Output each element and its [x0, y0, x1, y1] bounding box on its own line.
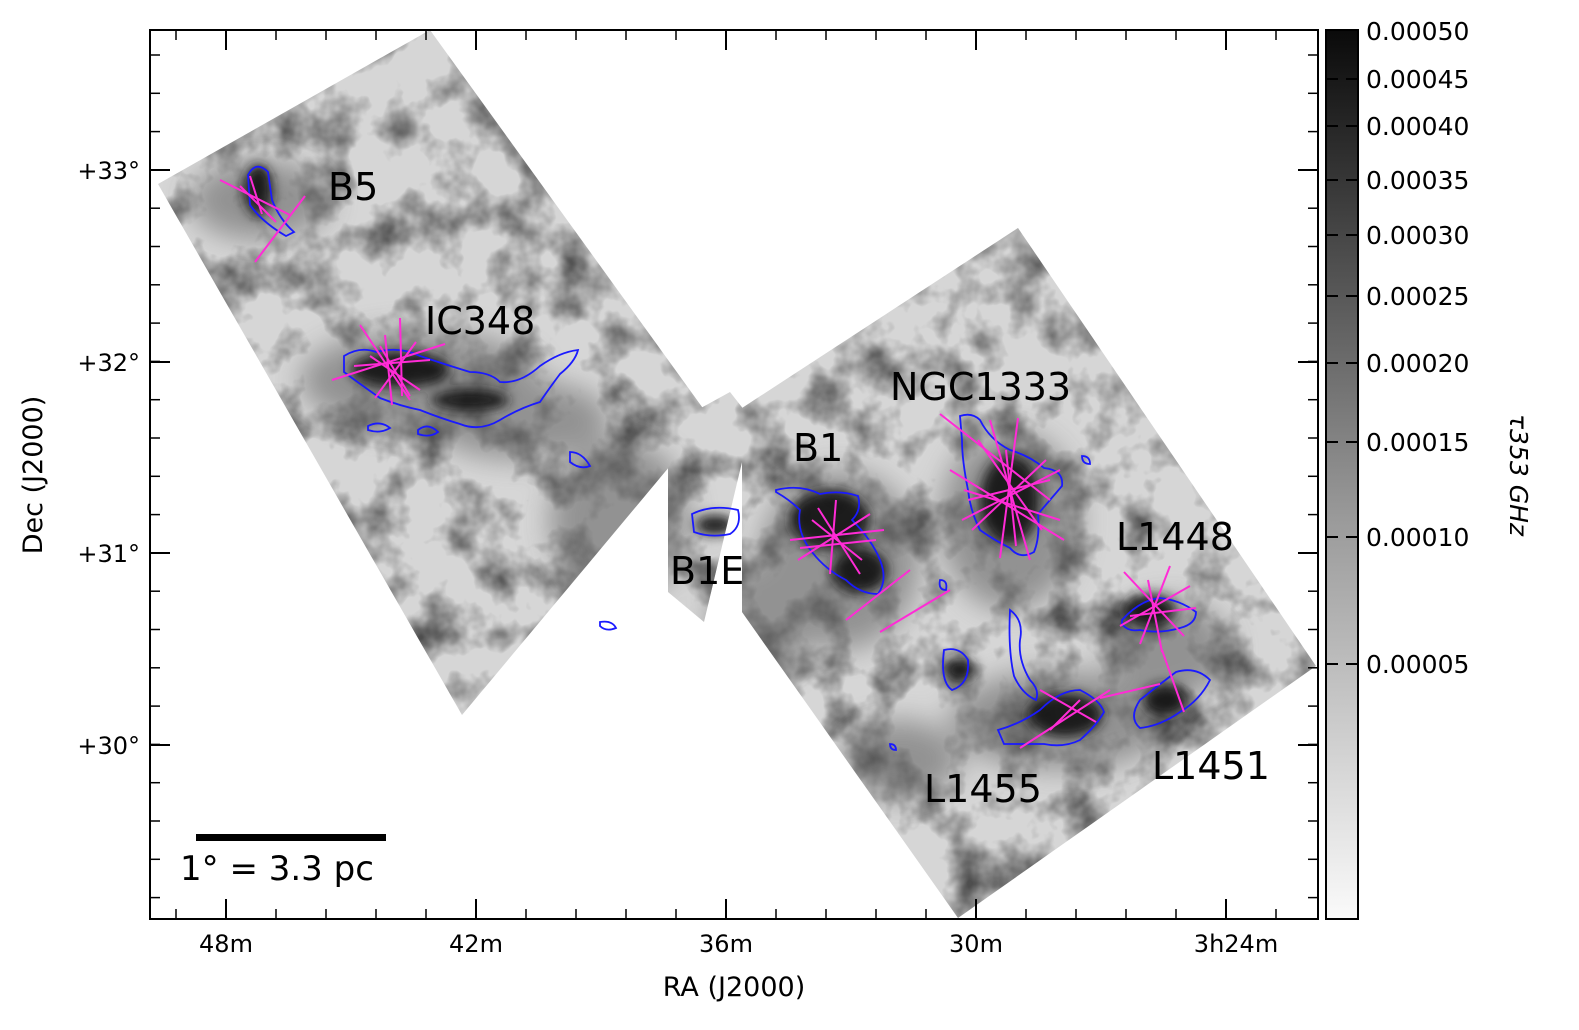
colorbar-gradient [1325, 29, 1359, 920]
contour-small-5 [889, 743, 897, 751]
colorbar-tick-label: 0.00020 [1366, 349, 1469, 378]
polarization-vectors [219, 175, 1197, 749]
x-tick-label: 36m [699, 930, 753, 958]
region-label-b1e: B1E [670, 549, 744, 593]
region-label-b5: B5 [328, 165, 378, 209]
colorbar-tick-label: 0.00010 [1366, 523, 1469, 552]
y-major-ticks [150, 169, 1318, 746]
region-label-l1451: L1451 [1152, 744, 1270, 788]
region-label-l1448: L1448 [1116, 515, 1234, 559]
y-tick-label: +32° [77, 349, 140, 377]
contour-mid [942, 648, 970, 691]
colorbar-title: τ353 GHz [1504, 414, 1533, 537]
contour-small-3 [599, 620, 618, 631]
y-tick-label: +33° [77, 157, 140, 185]
optical-depth-map [158, 30, 1316, 918]
contour-ic348-b [367, 422, 392, 433]
plot-axes: 48m 42m 36m 30m 3h24m +33° +32° +31° +30… [18, 29, 1319, 1003]
colorbar-tick-label: 0.00040 [1366, 112, 1469, 141]
y-tick-label: +31° [77, 540, 140, 568]
contour-l1455-filament [1008, 608, 1039, 702]
y-axis-title: Dec (J2000) [18, 396, 49, 555]
colorbar-tick-label: 0.00035 [1366, 166, 1469, 195]
colorbar-tick-label: 0.00030 [1366, 221, 1469, 250]
x-tick-label: 42m [449, 930, 503, 958]
x-tick-label: 30m [949, 930, 1003, 958]
colorbar-tick-label: 0.00025 [1366, 282, 1469, 311]
colorbar: 0.00050 0.00045 0.00040 0.00035 0.00030 … [1325, 17, 1533, 920]
axes-frame [149, 29, 1319, 920]
x-tick-label: 3h24m [1194, 930, 1278, 958]
x-major-ticks [225, 30, 1227, 919]
colorbar-ticks [1326, 29, 1358, 665]
colorbar-tick-label: 0.00015 [1366, 428, 1469, 457]
contour-b1e [691, 506, 740, 537]
contour-b5 [247, 165, 296, 238]
scale-bar-line [196, 834, 386, 841]
scale-bar-label: 1° = 3.3 pc [180, 849, 374, 889]
x-tick-label: 48m [199, 930, 253, 958]
y-tick-label: +30° [77, 732, 140, 760]
colorbar-tick-label: 0.00050 [1366, 17, 1469, 46]
region-labels: B5 IC348 NGC1333 B1 B1E L1448 L1455 L145… [328, 165, 1270, 811]
colorbar-tick-label: 0.00045 [1366, 65, 1469, 94]
contour-l1455 [996, 689, 1105, 747]
contour-ic348-c [417, 425, 440, 437]
contour-small-2 [938, 579, 948, 591]
x-axis-title: RA (J2000) [663, 972, 805, 1003]
scale-bar: 1° = 3.3 pc [180, 834, 386, 889]
region-label-l1455: L1455 [924, 767, 1042, 811]
contour-l1451 [1133, 669, 1212, 729]
region-label-ngc1333: NGC1333 [890, 365, 1071, 409]
region-label-ic348: IC348 [425, 299, 535, 343]
contour-b1 [775, 486, 885, 595]
contour-small-1 [569, 451, 592, 469]
colorbar-tick-label: 0.00005 [1366, 650, 1469, 679]
contour-ic348 [343, 348, 580, 429]
region-label-b1: B1 [793, 426, 843, 470]
contour-small-4 [1081, 455, 1091, 465]
